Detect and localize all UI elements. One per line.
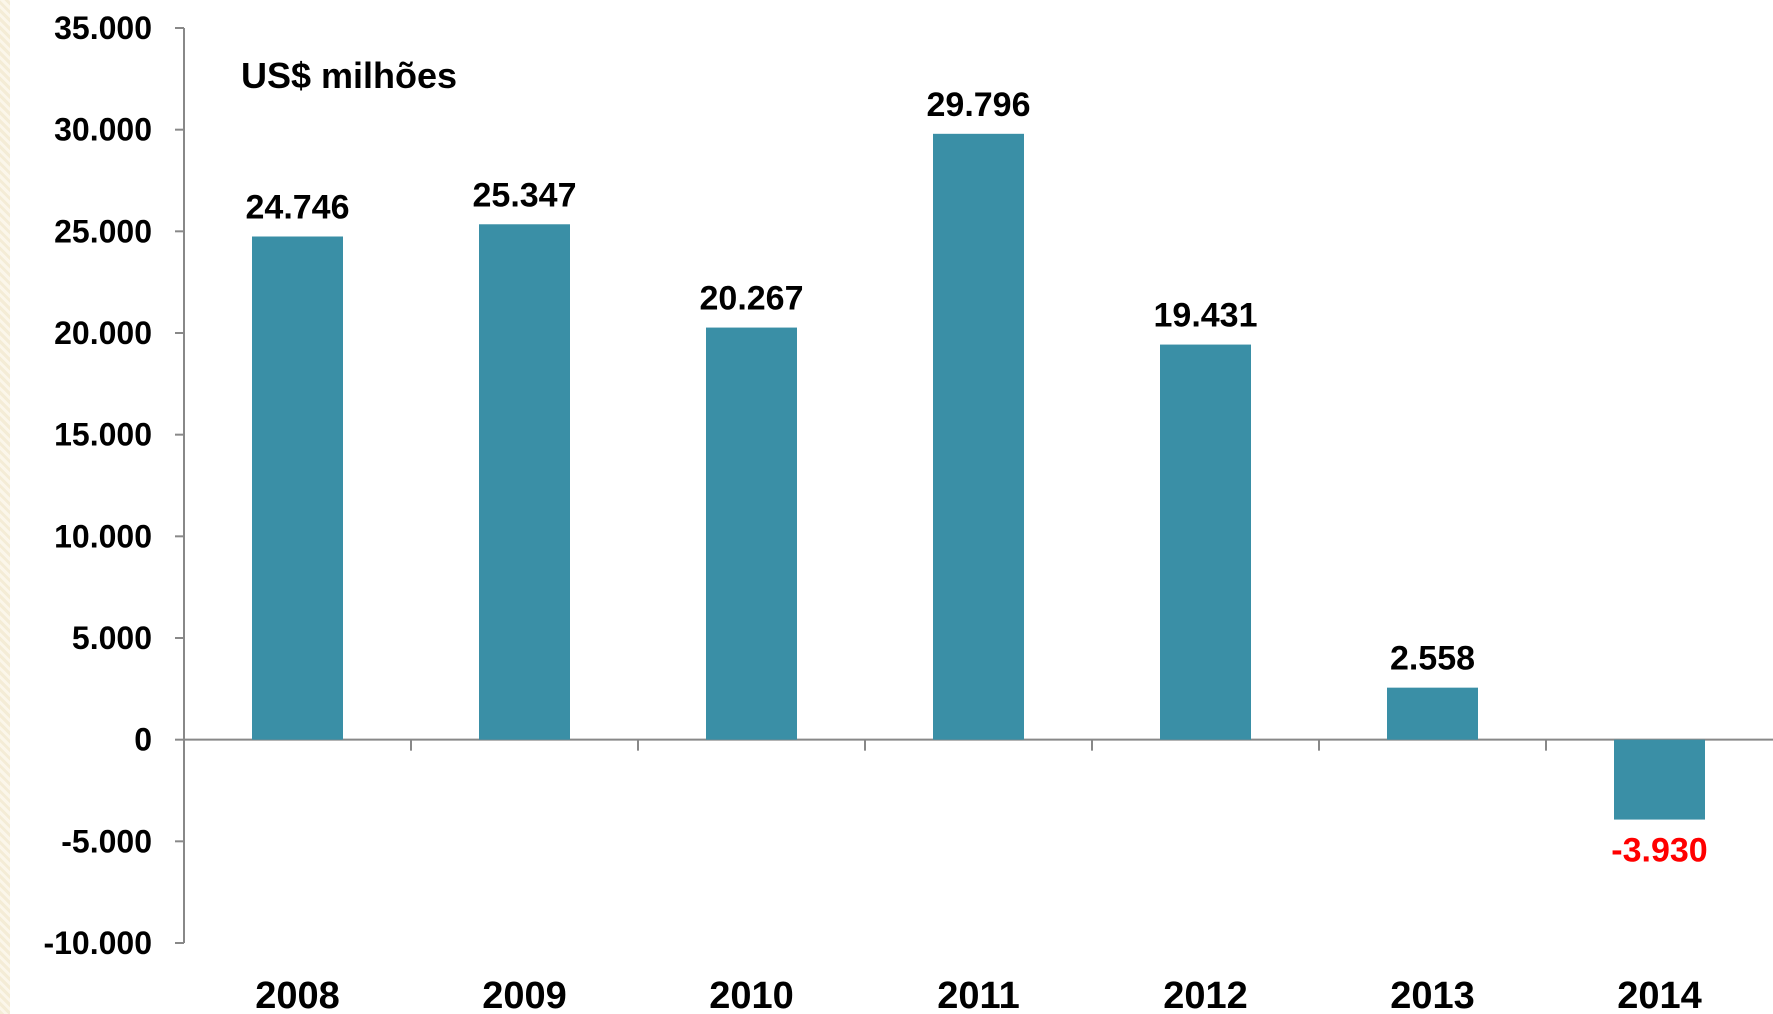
category-label-2013: 2013	[1390, 975, 1475, 1014]
data-label-2009: 25.347	[473, 176, 577, 214]
data-label-2011: 29.796	[927, 86, 1031, 124]
bar-2008	[252, 236, 343, 740]
y-tick-label: 25.000	[54, 213, 152, 249]
category-label-2011: 2011	[937, 975, 1019, 1014]
data-label-2013: 2.558	[1390, 640, 1475, 678]
y-tick-label: 0	[134, 722, 152, 758]
data-label-2010: 20.267	[700, 280, 804, 318]
y-tick-label: -5.000	[61, 823, 152, 859]
category-labels: 2008 2009 2010 2011 2012 2013 2014	[255, 975, 1702, 1014]
bar-2009	[479, 224, 570, 740]
bar-2011	[933, 133, 1024, 740]
page-border-decoration	[0, 0, 10, 1014]
category-label-2008: 2008	[255, 975, 340, 1014]
y-axis: 35.000 30.000 25.000 20.000 15.000 10.000 5.00…	[43, 10, 185, 961]
data-labels: 24.746 25.347 20.267 29.796 19.431 2.558 -3.93…	[246, 86, 1708, 870]
bar-2012	[1160, 344, 1251, 740]
bars	[252, 133, 1705, 820]
bar-2013	[1387, 687, 1478, 740]
category-label-2009: 2009	[482, 975, 567, 1014]
y-tick-label: -10.000	[43, 925, 152, 961]
data-label-2014: -3.930	[1611, 832, 1707, 870]
y-tick-label: 30.000	[54, 112, 152, 148]
bar-2010	[706, 327, 797, 740]
bar-2014	[1614, 739, 1705, 820]
y-tick-label: 15.000	[54, 417, 152, 453]
category-label-2010: 2010	[709, 975, 794, 1014]
y-tick-label: 10.000	[54, 518, 152, 554]
y-tick-label: 35.000	[54, 10, 152, 46]
data-label-2008: 24.746	[246, 188, 350, 226]
category-label-2012: 2012	[1163, 975, 1248, 1014]
y-tick-label: 20.000	[54, 315, 152, 351]
unit-label: US$ milhões	[241, 55, 457, 96]
x-axis	[184, 738, 1773, 751]
data-label-2012: 19.431	[1154, 297, 1258, 335]
category-label-2014: 2014	[1617, 975, 1702, 1014]
y-tick-label: 5.000	[72, 620, 152, 656]
